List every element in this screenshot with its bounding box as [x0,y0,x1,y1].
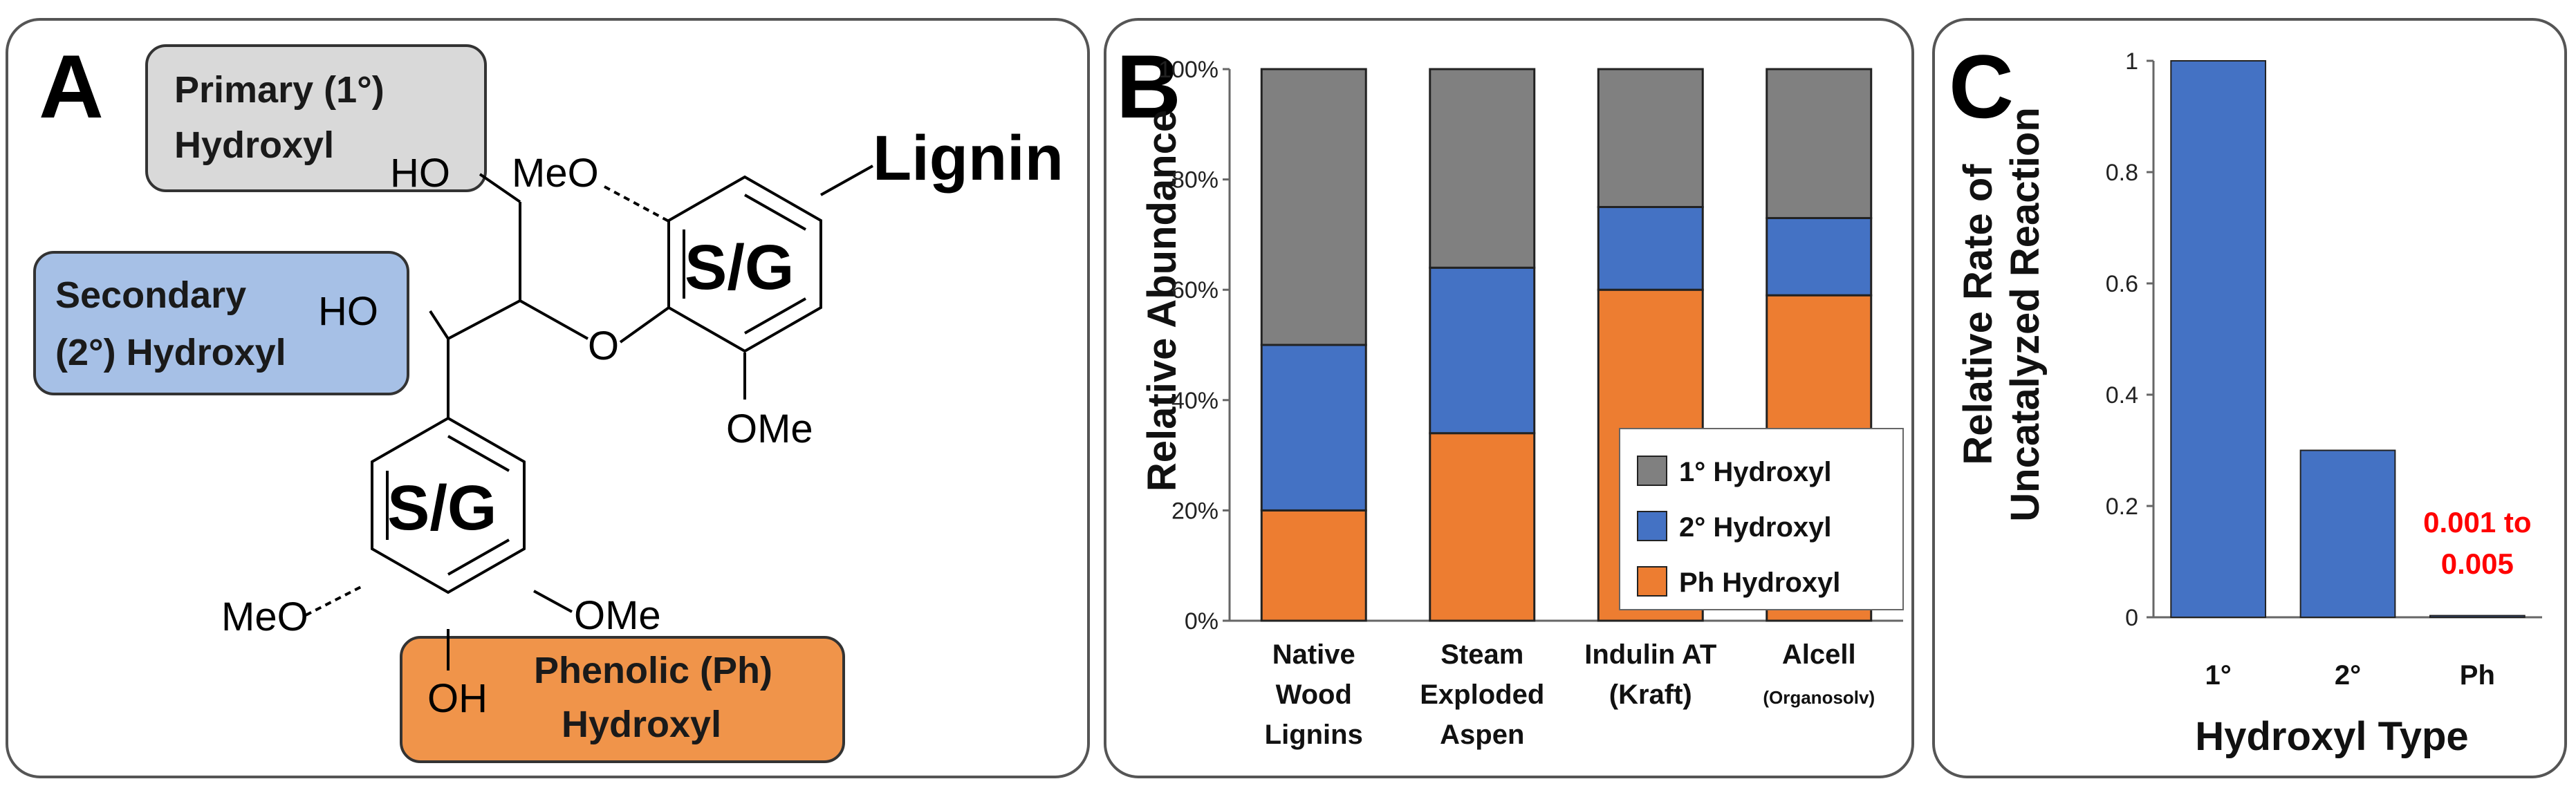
c-y-tick-label: 0.4 [2106,382,2138,409]
b-y-axis-title: Relative Abundance [1140,110,1185,491]
panel-b-label: B [1116,36,1181,137]
b-bar-segment-hydroxyl [1597,206,1704,291]
panel-c: C Relative Rate of Uncatalyzed Reaction … [1932,18,2567,778]
ome-bottom-label: OMe [574,593,661,638]
primary-callout-line1: Primary (1°) [174,69,384,111]
b-category-label: Exploded [1420,679,1544,710]
lignin-structure-diagram: A Primary (1°) Hydroxyl Secondary (2°) H… [33,36,1064,763]
b-category-label: (Kraft) [1609,679,1692,710]
b-y-tick-label: 0% [1185,608,1218,635]
c-y-tick-label: 0.6 [2106,271,2138,297]
b-category-label: Wood [1276,679,1352,710]
b-legend-label: Ph Hydroxyl [1679,568,1840,598]
c-y-axis-title-line1: Relative Rate of [1956,164,2001,465]
stacked-bar-chart: B Relative Abundance 0%20%40%60%80%100% … [1116,36,1904,750]
b-legend-label: 1° Hydroxyl [1679,457,1832,487]
b-legend-swatch [1637,456,1667,486]
panel-a-label: A [39,36,104,137]
c-annotation-line1: 0.001 to [2423,506,2531,538]
meo-bottom-label: MeO [221,594,308,639]
b-bar-segment-hydroxyl [1766,216,1873,297]
b-bar-segment-hydroxyl [1260,344,1367,512]
b-category-label: Steam [1440,639,1523,670]
b-y-tick-label: 20% [1171,498,1218,524]
panel-c-label: C [1949,36,2014,137]
b-y-tick-label: 80% [1171,167,1218,194]
b-legend-label: 2° Hydroxyl [1679,512,1832,543]
b-y-tick-label: 60% [1171,277,1218,303]
meo-top-label: MeO [512,151,599,196]
lignin-label: Lignin [873,123,1064,194]
c-bar-2 [2299,449,2396,618]
b-category-label: (Organosolv) [1763,687,1875,708]
c-category-label: 2° [2335,660,2361,691]
phenolic-callout-line2: Hydroxyl [562,704,721,745]
panel-a: A Primary (1°) Hydroxyl Secondary (2°) H… [6,18,1090,778]
primary-hydroxyl-callout [145,44,487,192]
c-y-axis-title-line2: Uncatalyzed Reaction [2003,107,2048,522]
b-bar-segment-hydroxyl [1597,68,1704,208]
structure-bonds [429,165,873,671]
c-y-tick-label: 0.8 [2106,160,2138,186]
top-ring-label: S/G [685,232,794,303]
secondary-hydroxyl-callout [33,251,409,395]
b-category-label: Aspen [1440,720,1524,750]
b-bar-segment-hydroxyl [1260,68,1367,346]
secondary-callout-line2: (2°) Hydroxyl [55,332,286,373]
secondary-callout-line1: Secondary [55,274,246,316]
c-bar-3 [2429,615,2526,619]
primary-callout-line2: Hydroxyl [174,124,334,166]
ome-right-label: OMe [726,406,813,451]
bottom-ring-label: S/G [387,473,497,543]
ho-secondary-label: HO [318,289,378,334]
b-legend-swatch [1637,566,1667,597]
ho-primary-label: HO [390,151,450,196]
panel-b: B Relative Abundance 0% 20% 40% 60% 80% 100% … [1104,18,1914,778]
c-bar-1 [2170,60,2267,618]
b-bar-segment-phhydroxyl [1429,432,1536,622]
b-category-label: Alcell [1782,639,1856,670]
b-category-label: Indulin AT [1584,639,1716,670]
c-category-label: 1° [2205,660,2232,691]
c-y-tick-label: 1 [2125,48,2138,75]
top-aromatic-ring [667,175,822,353]
c-y-tick-label: 0.2 [2106,494,2138,520]
b-y-tick-label: 100% [1158,57,1218,83]
b-y-tick-label: 40% [1171,388,1218,414]
b-bar-segment-phhydroxyl [1260,509,1367,622]
oh-phenolic-label: OH [427,676,488,721]
b-bar-segment-hydroxyl [1429,68,1536,269]
c-x-axis-title: Hydroxyl Type [2195,714,2468,759]
bottom-aromatic-ring [371,416,526,594]
b-category-label: Lignins [1265,720,1363,750]
dashed-bonds [305,185,669,617]
ether-oxygen-label: O [588,324,619,368]
b-bar-segment-hydroxyl [1766,68,1873,219]
b-category-label: Native [1272,639,1355,670]
rate-bar-chart: C Relative Rate of Uncatalyzed Reaction … [1949,36,2542,759]
c-category-label: Ph [2460,660,2495,691]
b-legend-swatch [1637,511,1667,541]
c-annotation-line2: 0.005 [2441,547,2514,580]
phenolic-callout-line1: Phenolic (Ph) [534,650,772,691]
b-bar-segment-hydroxyl [1429,266,1536,435]
c-y-tick-label: 0 [2125,605,2138,631]
phenolic-hydroxyl-callout [400,636,845,763]
